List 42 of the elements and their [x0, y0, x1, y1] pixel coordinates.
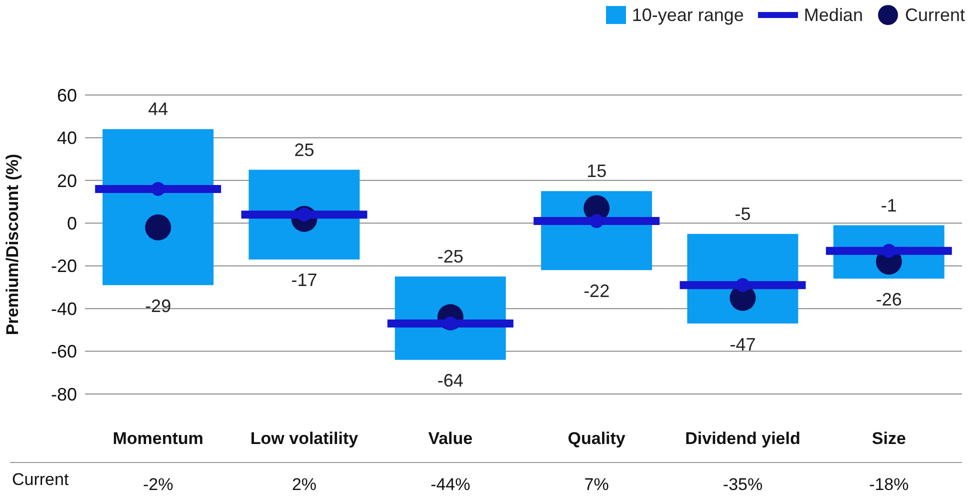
- x-tick-label: Value: [428, 429, 473, 448]
- annotation: 25: [294, 140, 314, 160]
- annotation: -1: [880, 195, 897, 216]
- legend-label: 10-year range: [632, 4, 744, 26]
- x-tick-label: Dividend yield: [685, 429, 800, 448]
- x-tick-label: Quality: [568, 429, 626, 448]
- y-tick-label: -40: [50, 298, 77, 319]
- annotation: -29: [145, 296, 172, 316]
- point: [151, 182, 166, 196]
- annotation: -64: [437, 370, 464, 391]
- annotation: -47: [730, 334, 756, 354]
- y-axis-title: Premium/Discount (%): [3, 154, 22, 336]
- annotation: -22: [584, 280, 610, 301]
- data-label: 7%: [584, 475, 609, 494]
- annotation: -5: [734, 204, 751, 224]
- x-tick-label: Size: [872, 429, 906, 448]
- point: [882, 244, 896, 258]
- point: [590, 214, 604, 228]
- y-tick-label: 60: [56, 85, 77, 106]
- data-label: -2%: [142, 475, 174, 494]
- y-tick-label: 0: [66, 214, 77, 234]
- y-tick-label: -60: [50, 342, 77, 362]
- x-tick-label: Low volatility: [250, 429, 359, 448]
- y-tick-label: -20: [50, 256, 77, 276]
- annotation: -26: [876, 289, 902, 310]
- data-label: -18%: [869, 475, 909, 494]
- annotation: -25: [437, 246, 464, 267]
- y-tick-label: -80: [50, 384, 77, 404]
- annotation: 44: [148, 99, 168, 120]
- text: Current: [12, 470, 69, 489]
- data-label: 2%: [292, 475, 317, 494]
- annotation: 15: [586, 161, 607, 182]
- y-tick-label: 40: [56, 128, 77, 148]
- annotation: -17: [291, 270, 318, 290]
- data-label: -44%: [430, 475, 470, 494]
- legend-label: Median: [804, 4, 863, 26]
- legend-label: Current: [904, 4, 965, 26]
- point: [145, 214, 172, 240]
- y-tick-label: 20: [56, 170, 77, 191]
- data-label: -35%: [722, 475, 763, 494]
- point: [736, 278, 750, 292]
- x-tick-label: Momentum: [112, 429, 204, 448]
